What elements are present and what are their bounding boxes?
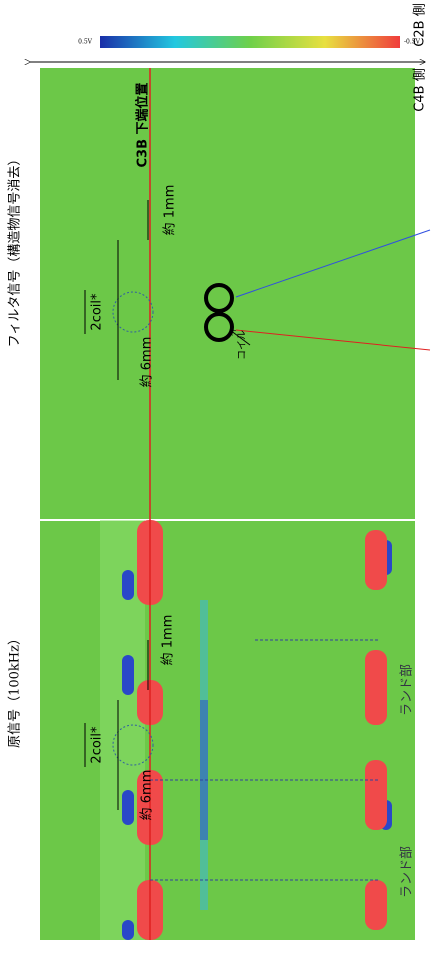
panels	[40, 68, 415, 940]
side-label: C4B 側	[413, 68, 428, 111]
dim-label: 2coil*	[90, 293, 105, 331]
dim-label: 約 6mm	[140, 337, 155, 388]
panel-title: フィルタ信号（構造物信号消去）	[8, 153, 23, 348]
labels: C2B 側 C4B 側 0.5V -0.5V フィルタ信号（構造物信号消去） 原…	[8, 3, 428, 898]
dim-label: 約 6mm	[140, 770, 155, 821]
dimensions	[84, 200, 431, 881]
coil-label: コイル	[237, 330, 248, 360]
dim-label: 約 1mm	[163, 185, 178, 236]
land-label: ランド部	[400, 846, 415, 898]
dim-label: 2coil*	[90, 726, 105, 764]
colorbar	[100, 36, 400, 48]
land-label: ランド部	[400, 664, 415, 716]
side-label: C2B 側	[413, 3, 428, 46]
scale-label: 0.5V	[78, 39, 93, 46]
panel-title: 原信号（100kHz）	[8, 632, 23, 748]
edge-label: C3B 下端位置	[135, 82, 151, 167]
raw-pattern	[100, 520, 392, 940]
dim-label: 約 1mm	[161, 615, 176, 666]
scale-label: -0.5V	[404, 39, 421, 46]
